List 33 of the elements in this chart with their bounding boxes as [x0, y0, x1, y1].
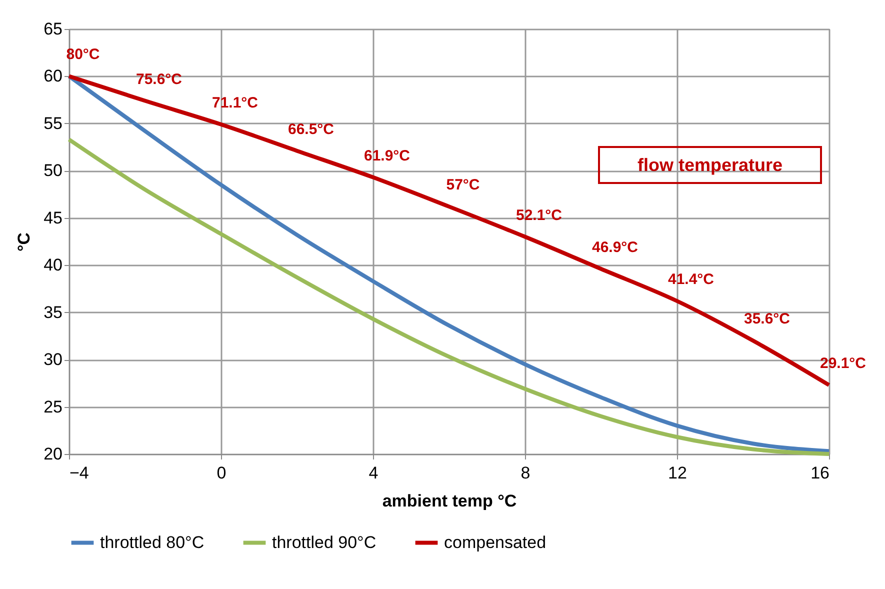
annotation: 71.1°C: [212, 94, 258, 112]
annotation: 66.5°C: [288, 120, 334, 138]
annotation: 41.4°C: [668, 271, 714, 288]
annotation: 29.1°C: [820, 355, 866, 372]
x-tick-label: 8: [520, 464, 530, 482]
annotation: 52.1°C: [516, 206, 562, 224]
y-tick-label: 25: [44, 397, 62, 416]
x-tick-label: 4: [368, 464, 378, 482]
legend-label: throttled 90°C: [272, 532, 376, 552]
annotation: 80°C: [66, 46, 100, 64]
y-tick-label: 50: [44, 161, 62, 180]
y-tick-label: 20: [44, 444, 62, 464]
legend-label: throttled 80°C: [100, 532, 204, 552]
y-tick-label: 45: [44, 208, 62, 228]
x-axis-title: ambient temp °C: [382, 492, 517, 510]
x-tick-label: −4: [70, 464, 89, 482]
y-tick-label: 40: [44, 256, 62, 275]
y-tick-label: 35: [44, 302, 62, 322]
y-tick-label: 60: [44, 66, 62, 86]
y-axis-title: °C: [14, 232, 34, 252]
x-tick-label: 0: [216, 464, 226, 482]
x-tick-label: 12: [668, 464, 687, 482]
annotation: 61.9°C: [364, 147, 410, 164]
x-tick-label: 16: [810, 464, 830, 482]
annotation: 75.6°C: [136, 70, 182, 88]
annotation: 35.6°C: [744, 310, 790, 328]
note-box: flow temperature: [598, 146, 822, 184]
y-tick-label: 30: [44, 350, 62, 370]
legend-label: compensated: [444, 532, 546, 552]
y-tick-label: 65: [44, 20, 62, 38]
annotation: 57°C: [446, 176, 480, 194]
y-tick-label: 55: [44, 114, 62, 133]
annotation: 46.9°C: [592, 238, 638, 256]
